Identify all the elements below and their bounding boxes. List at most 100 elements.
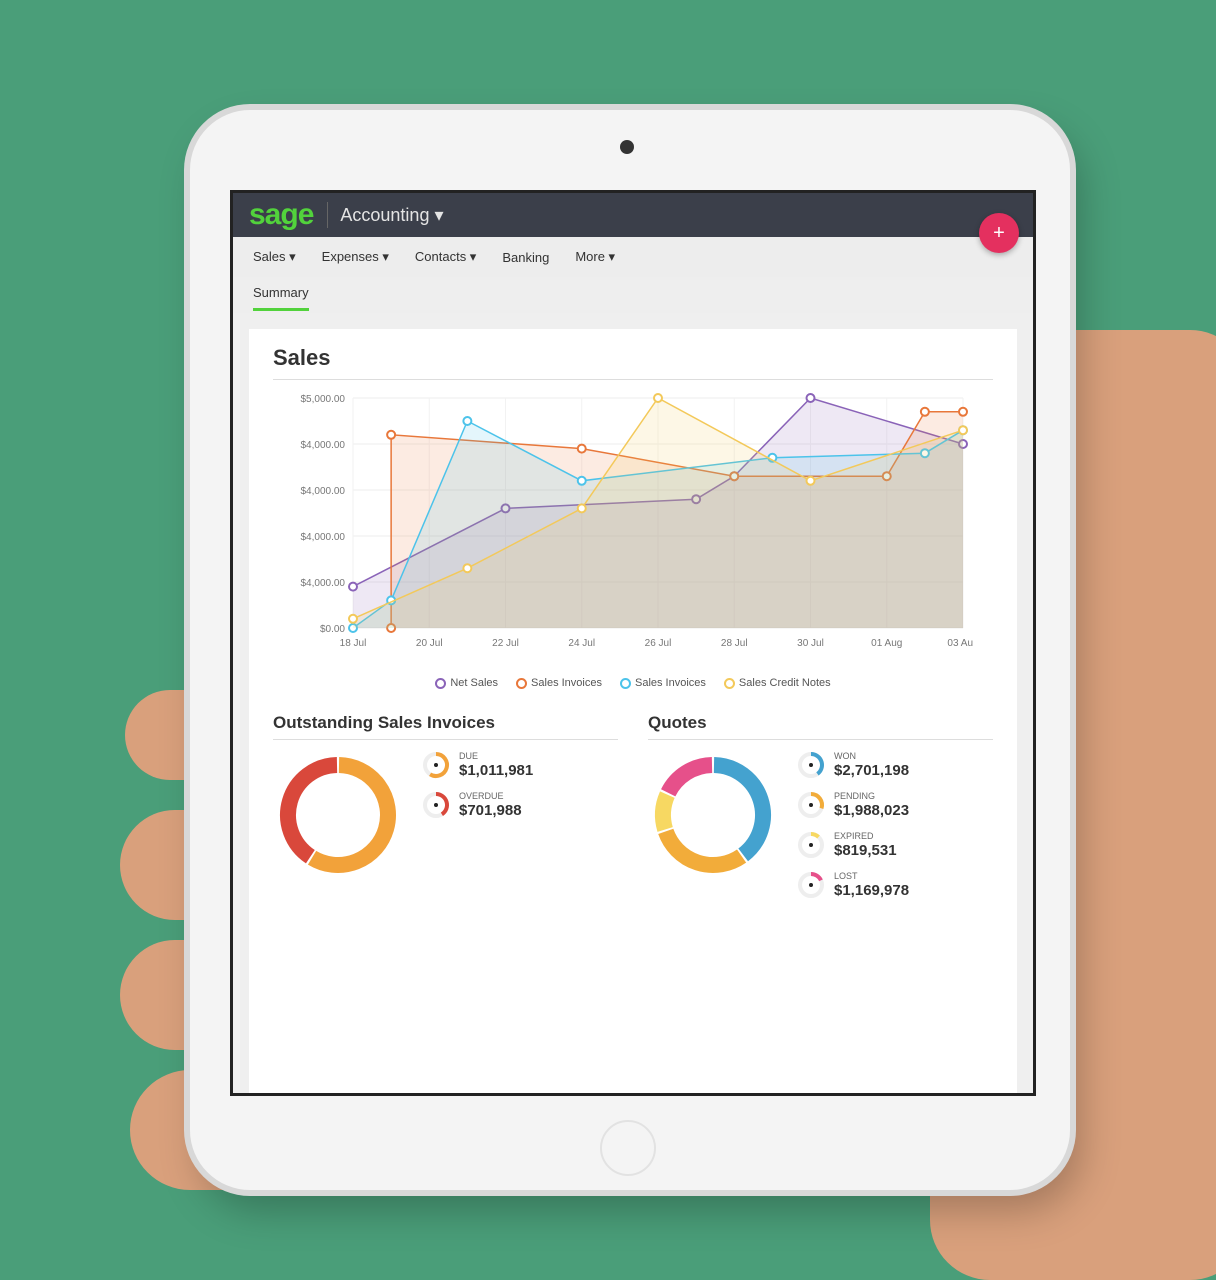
- x-tick-label: 28 Jul: [721, 638, 748, 649]
- chart-legend: Net Sales Sales Invoices Sales Invoices Sal…: [273, 677, 993, 689]
- outstanding-panel: Outstanding Sales Invoices DUE $1,011,981…: [273, 713, 618, 910]
- stat-label: WON: [834, 751, 856, 761]
- legend-label: Sales Invoices: [634, 677, 706, 689]
- dashboard-card: Sales $0.00 $4,000.00 $4,000.00 $4,000.00 $4…: [249, 329, 1017, 1093]
- series-area: [353, 398, 963, 628]
- y-tick-label: $5,000.00: [301, 394, 346, 405]
- stat-value: $819,531: [834, 842, 897, 859]
- legend-marker-icon: [516, 677, 528, 689]
- series-area: [391, 411, 963, 628]
- mini-gauge-icon: [798, 792, 824, 818]
- data-point: [805, 393, 816, 403]
- nav-more[interactable]: More ▾: [575, 249, 616, 264]
- stat-due: DUE $1,011,981: [421, 750, 533, 780]
- data-point: [348, 613, 358, 624]
- tab-summary[interactable]: Summary: [253, 277, 309, 311]
- data-point: [386, 623, 397, 633]
- x-tick-label: 20 Jul: [416, 638, 443, 649]
- stat-value: $2,701,198: [834, 762, 910, 779]
- donut-segment: [307, 757, 396, 873]
- stat-value: $701,988: [459, 802, 522, 819]
- mini-gauge-icon: [798, 832, 824, 858]
- series-area: [353, 398, 963, 628]
- camera: [620, 140, 634, 154]
- stat-label: EXPIRED: [834, 831, 874, 841]
- stat-value: $1,988,023: [834, 802, 910, 819]
- x-tick-label: 18 Jul: [340, 638, 367, 649]
- data-point: [576, 443, 587, 454]
- legend-label: Net Sales: [450, 677, 499, 689]
- donut-segment: [655, 791, 675, 832]
- series-area: [353, 421, 963, 628]
- screen: sage Accounting ▾ + Sales ▾ Expenses ▾ C…: [230, 190, 1036, 1096]
- donut-segment: [658, 828, 747, 873]
- data-point: [919, 448, 930, 459]
- legend-item[interactable]: Sales Invoices: [516, 677, 602, 689]
- data-point: [386, 429, 397, 440]
- outstanding-donut: [280, 757, 396, 873]
- donut-segment: [280, 757, 338, 864]
- donut-segment: [713, 757, 771, 862]
- mini-gauge-icon: [423, 752, 449, 778]
- data-point: [729, 471, 740, 482]
- x-tick-label: 30 Jul: [797, 638, 824, 649]
- x-tick-label: 22 Jul: [492, 638, 519, 649]
- sales-title: Sales: [273, 345, 993, 380]
- nav-banking[interactable]: Banking: [502, 249, 550, 265]
- x-tick-label: 26 Jul: [645, 638, 672, 649]
- mini-gauge-icon: [798, 752, 824, 778]
- sage-logo: sage: [249, 198, 314, 231]
- home-button[interactable]: [600, 1120, 656, 1176]
- legend-label: Sales Credit Notes: [738, 677, 831, 689]
- data-point: [958, 439, 968, 449]
- mini-gauge-icon: [423, 792, 449, 818]
- data-point: [653, 393, 663, 403]
- quotes-donut: [655, 757, 771, 873]
- data-point: [691, 494, 702, 505]
- y-tick-label: $0.00: [320, 624, 345, 635]
- nav-sales[interactable]: Sales ▾: [253, 249, 296, 264]
- data-point: [576, 503, 587, 514]
- data-point: [348, 623, 358, 633]
- stat-label: LOST: [834, 871, 858, 881]
- stat-pending: PENDING $1,988,023: [796, 790, 909, 820]
- quotes-panel: Quotes WON $2,701,198 PENDING $1,988,023 EXP…: [648, 713, 993, 910]
- data-point: [500, 503, 511, 514]
- data-point: [805, 475, 816, 486]
- mini-gauge-icon: [798, 872, 824, 898]
- donut-segment: [661, 757, 713, 797]
- stat-expired: EXPIRED $819,531: [796, 830, 909, 860]
- app-switcher[interactable]: Accounting ▾: [340, 204, 444, 225]
- stat-value: $1,011,981: [459, 762, 534, 779]
- stat-value: $1,169,978: [834, 882, 910, 899]
- data-point: [919, 406, 930, 417]
- x-tick-label: 24 Jul: [568, 638, 595, 649]
- tablet: sage Accounting ▾ + Sales ▾ Expenses ▾ C…: [190, 110, 1070, 1190]
- legend-item[interactable]: Net Sales: [435, 677, 498, 689]
- stat-overdue: OVERDUE $701,988: [421, 790, 533, 820]
- data-point: [958, 406, 968, 417]
- data-point: [462, 416, 473, 426]
- x-tick-label: 01 Aug: [871, 638, 902, 649]
- series-line: [352, 397, 964, 588]
- stat-label: OVERDUE: [459, 791, 504, 801]
- y-tick-label: $4,000.00: [301, 532, 346, 543]
- legend-marker-icon: [435, 677, 447, 689]
- sub-nav: Summary: [233, 277, 1033, 313]
- data-point: [462, 563, 473, 574]
- y-tick-label: $4,000.00: [301, 486, 346, 497]
- sales-chart: $0.00 $4,000.00 $4,000.00 $4,000.00 $4,000.0…: [301, 393, 979, 649]
- y-tick-label: $4,000.00: [301, 440, 346, 451]
- add-button[interactable]: +: [979, 213, 1019, 253]
- legend-item[interactable]: Sales Credit Notes: [723, 677, 831, 689]
- outstanding-title: Outstanding Sales Invoices: [273, 713, 618, 740]
- stat-won: WON $2,701,198: [796, 750, 909, 780]
- data-point: [881, 471, 892, 482]
- nav-expenses[interactable]: Expenses ▾: [321, 249, 389, 264]
- data-point: [958, 425, 968, 436]
- legend-item[interactable]: Sales Invoices: [619, 677, 706, 689]
- series-line: [352, 397, 964, 620]
- main-nav: Sales ▾ Expenses ▾ Contacts ▾ Banking Mo…: [233, 237, 1033, 277]
- nav-contacts[interactable]: Contacts ▾: [414, 249, 477, 264]
- legend-marker-icon: [723, 677, 735, 689]
